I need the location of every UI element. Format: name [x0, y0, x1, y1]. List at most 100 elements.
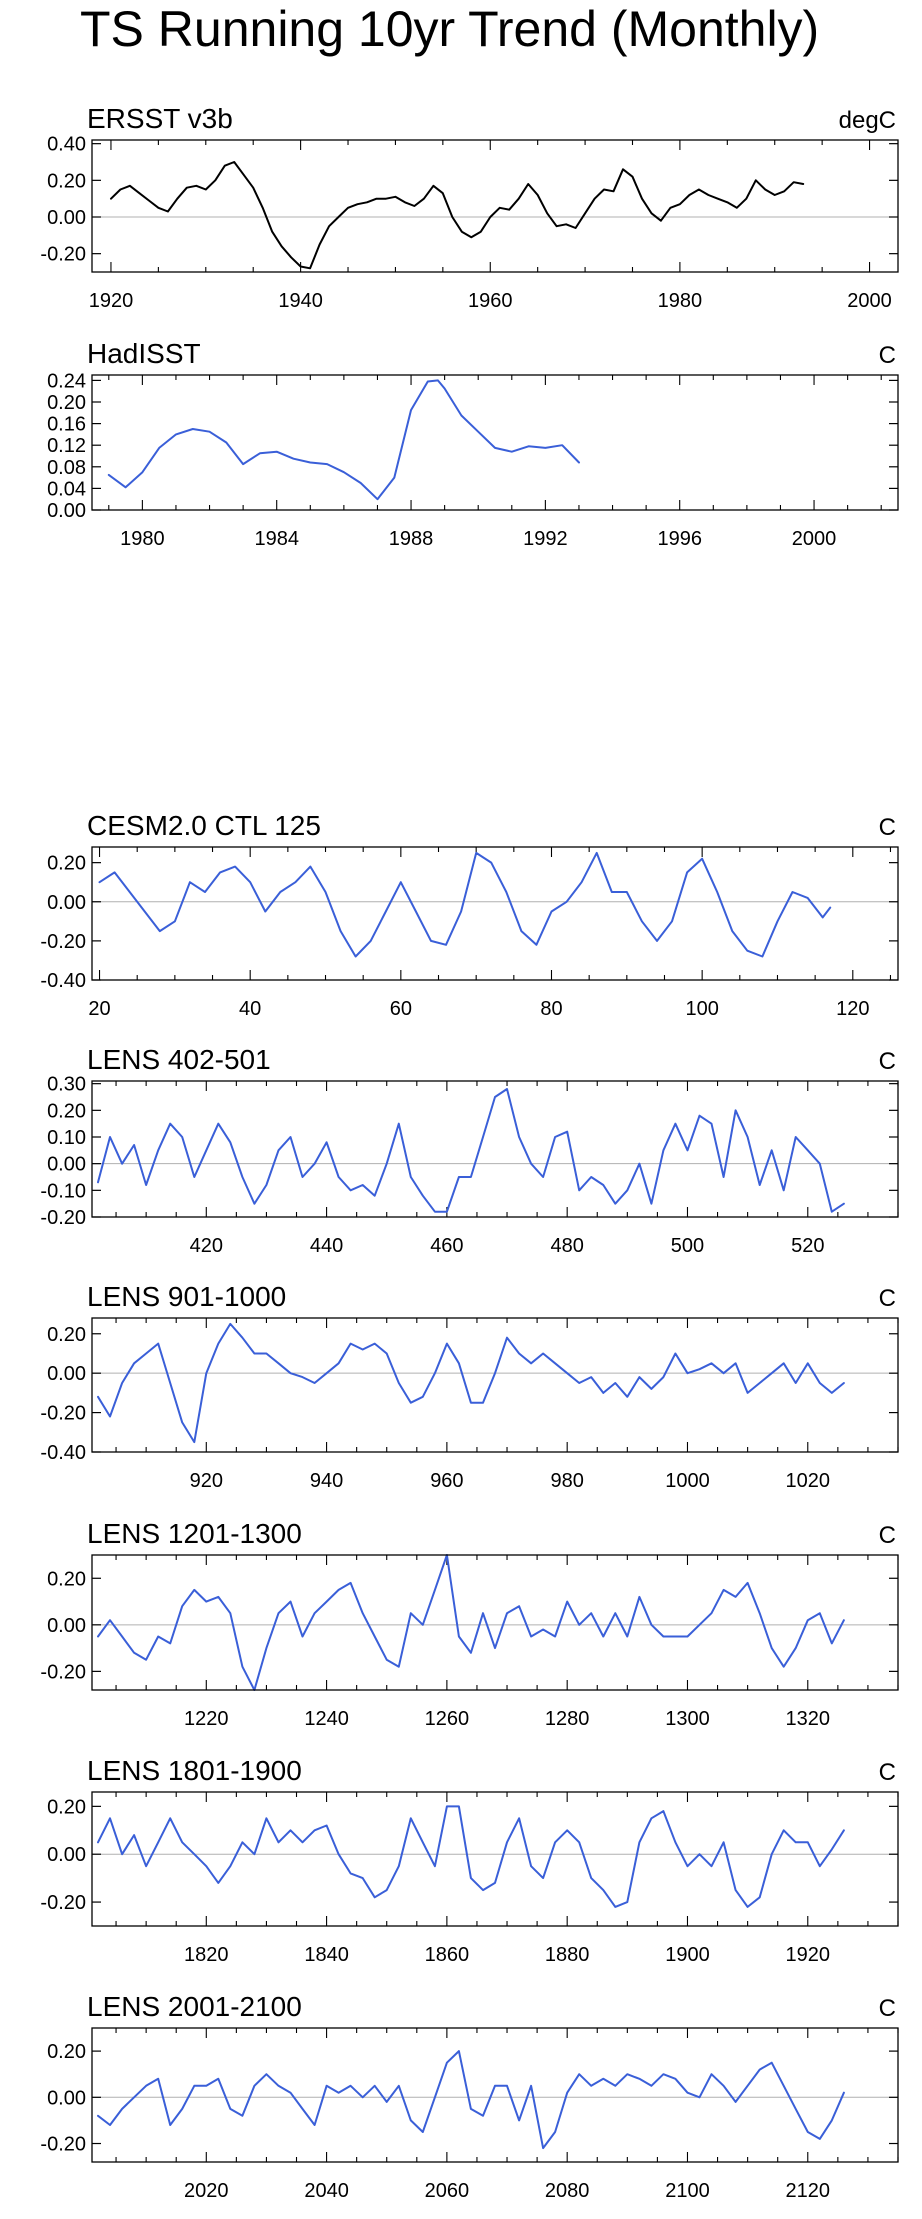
plot-frame [91, 139, 899, 273]
x-tick-label: 1980 [658, 290, 703, 312]
panel-unit-label: C [879, 1048, 896, 1075]
x-tick-label: 100 [685, 998, 718, 1020]
y-tick-label: 0.04 [47, 478, 86, 500]
series-line [97, 1554, 845, 1691]
chart-panel-7: LENS 1801-1900 C 0.20 0.00 -0.20 1820 1840 1860… [40, 1755, 899, 1966]
panel-unit-label: C [879, 342, 896, 369]
x-tick-label: 1220 [184, 1708, 229, 1730]
panel-title: ERSST v3b [87, 103, 233, 134]
series-line [98, 851, 832, 958]
series-line [110, 161, 805, 270]
y-tick-label: 0.20 [47, 1796, 86, 1818]
x-tick-label: 1280 [545, 1708, 590, 1730]
plot-frame [91, 2027, 899, 2163]
y-tick-label: 0.20 [47, 1568, 86, 1590]
x-tick-label: 20 [88, 998, 110, 1020]
y-tick-label: 0.00 [47, 1615, 86, 1637]
x-tick-label: 480 [550, 1235, 583, 1257]
panel-title: HadISST [87, 338, 201, 369]
y-tick-label: -0.40 [40, 970, 86, 992]
x-tick-label: 1840 [304, 1944, 349, 1966]
y-tick-label: -0.20 [40, 1892, 86, 1914]
panel-unit-label: C [879, 1522, 896, 1549]
y-tick-label: 0.20 [47, 1100, 86, 1122]
y-tick-label: 0.00 [47, 1363, 86, 1385]
x-tick-label: 1984 [254, 528, 299, 550]
panel-title: LENS 1201-1300 [87, 1518, 302, 1549]
x-tick-label: 920 [190, 1470, 223, 1492]
x-tick-label: 980 [550, 1470, 583, 1492]
x-tick-label: 1992 [523, 528, 568, 550]
y-tick-label: -0.10 [40, 1180, 86, 1202]
x-tick-label: 2020 [184, 2180, 229, 2202]
x-tick-label: 1988 [389, 528, 434, 550]
chart-panel-1: ERSST v3b degC 0.40 0.20 0.00 -0.20 1920 1940 19… [40, 103, 899, 312]
x-tick-label: 1000 [665, 1470, 710, 1492]
panel-unit-label: degC [839, 107, 896, 134]
panel-title: LENS 901-1000 [87, 1281, 286, 1312]
x-tick-label: 420 [190, 1235, 223, 1257]
y-tick-label: -0.20 [40, 2134, 86, 2156]
y-tick-label: 0.12 [47, 435, 86, 457]
x-tick-label: 1320 [786, 1708, 831, 1730]
panel-unit-label: C [879, 1285, 896, 1312]
y-tick-label: -0.40 [40, 1442, 86, 1464]
panel-title: LENS 2001-2100 [87, 1991, 302, 2022]
panel-unit-label: C [879, 814, 896, 841]
x-tick-label: 2080 [545, 2180, 590, 2202]
chart-panel-6: LENS 1201-1300 C 0.20 0.00 -0.20 1220 1240 1260… [40, 1518, 899, 1730]
x-tick-label: 120 [836, 998, 869, 1020]
chart-panel-4: LENS 402-501 C 0.30 0.20 0.10 0.00 -0.10 -0.20 4… [40, 1044, 899, 1257]
x-tick-label: 2060 [425, 2180, 470, 2202]
y-tick-label: 0.20 [47, 170, 86, 192]
y-tick-label: 0.08 [47, 457, 86, 479]
y-tick-label: 0.10 [47, 1127, 86, 1149]
x-tick-label: 1996 [657, 528, 702, 550]
x-tick-label: 440 [310, 1235, 343, 1257]
x-tick-label: 1820 [184, 1944, 229, 1966]
y-tick-label: 0.40 [47, 134, 86, 156]
x-tick-label: 2040 [304, 2180, 349, 2202]
y-tick-label: 0.30 [47, 1074, 86, 1096]
plot-frame [91, 1317, 899, 1453]
x-tick-label: 2120 [786, 2180, 831, 2202]
y-tick-label: 0.20 [47, 2041, 86, 2063]
y-tick-label: 0.00 [47, 1154, 86, 1176]
y-tick-label: 0.20 [47, 392, 86, 414]
x-tick-label: 500 [671, 1235, 704, 1257]
x-tick-label: 1920 [89, 290, 134, 312]
x-tick-label: 1940 [278, 290, 323, 312]
plot-frame [91, 1080, 899, 1218]
panel-unit-label: C [879, 1759, 896, 1786]
y-tick-label: 0.00 [47, 207, 86, 229]
panel-title: CESM2.0 CTL 125 [87, 810, 321, 841]
plot-frame [91, 1791, 899, 1927]
x-tick-label: 80 [540, 998, 562, 1020]
plot-frame [91, 846, 899, 981]
x-tick-label: 60 [390, 998, 412, 1020]
y-tick-label: -0.20 [40, 244, 86, 266]
x-tick-label: 1300 [665, 1708, 710, 1730]
plot-frame [91, 374, 899, 511]
y-tick-label: -0.20 [40, 931, 86, 953]
x-tick-label: 1860 [425, 1944, 470, 1966]
x-tick-label: 1980 [120, 528, 165, 550]
panel-title: LENS 1801-1900 [87, 1755, 302, 1786]
panel-unit-label: C [879, 1995, 896, 2022]
y-tick-label: 0.00 [47, 1844, 86, 1866]
x-tick-label: 2100 [665, 2180, 710, 2202]
x-tick-label: 1900 [665, 1944, 710, 1966]
series-line [97, 1088, 845, 1213]
x-tick-label: 1920 [786, 1944, 831, 1966]
series-line [97, 1805, 845, 1908]
plot-frame [91, 1554, 899, 1691]
y-tick-label: 0.24 [47, 370, 86, 392]
x-tick-label: 2000 [792, 528, 837, 550]
y-tick-label: -0.20 [40, 1403, 86, 1425]
x-tick-label: 460 [430, 1235, 463, 1257]
x-tick-label: 40 [239, 998, 261, 1020]
panel-title: LENS 402-501 [87, 1044, 271, 1075]
x-tick-label: 960 [430, 1470, 463, 1492]
